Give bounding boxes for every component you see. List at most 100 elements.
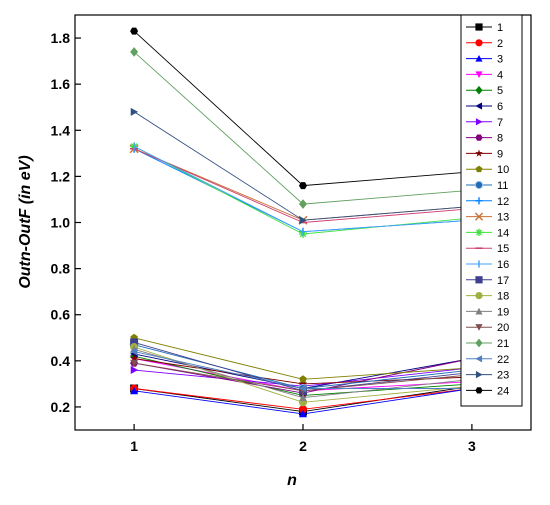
y-tick-label: 0.6 xyxy=(51,307,71,323)
legend-marker xyxy=(475,134,483,141)
data-point-21 xyxy=(130,47,139,57)
data-point-3 xyxy=(130,386,139,395)
legend-item-4: 4 xyxy=(466,69,503,81)
legend-item-19: 19 xyxy=(466,306,509,318)
series-line-21 xyxy=(133,51,472,205)
data-point-17 xyxy=(130,338,139,347)
legend-marker xyxy=(475,197,483,205)
data-point-10 xyxy=(299,375,307,383)
series-24 xyxy=(130,27,476,190)
legend-label: 10 xyxy=(497,164,509,176)
y-tick-label: 1.8 xyxy=(51,30,71,46)
legend-marker xyxy=(475,118,483,126)
data-point-2 xyxy=(299,405,307,414)
legend-label: 14 xyxy=(497,227,509,239)
data-point-21 xyxy=(299,199,307,209)
legend-label: 3 xyxy=(497,54,503,66)
legend-label: 20 xyxy=(497,322,509,334)
data-point-23 xyxy=(299,216,307,225)
legend-marker xyxy=(475,228,483,236)
legend-item-15: 15 xyxy=(466,243,509,255)
legend-marker xyxy=(475,102,483,110)
y-tick-label: 1.6 xyxy=(51,76,71,92)
legend-marker xyxy=(475,149,483,157)
legend-label: 11 xyxy=(497,180,508,192)
data-point-24 xyxy=(299,182,307,190)
legend-label: 23 xyxy=(497,370,509,382)
legend-item-10: 10 xyxy=(466,164,509,176)
legend-item-17: 17 xyxy=(466,275,509,287)
legend-marker xyxy=(475,307,483,315)
data-point-22 xyxy=(130,347,138,356)
legend-label: 7 xyxy=(497,117,503,129)
data-point-22 xyxy=(299,384,307,393)
legend-marker xyxy=(475,55,483,62)
legend-item-9: 9 xyxy=(466,148,503,160)
legend-item-22: 22 xyxy=(466,354,509,366)
legend-marker xyxy=(475,355,483,363)
series-line-24 xyxy=(133,30,472,187)
ticks-layer: 0.2 0.4 0.6 0.8 1.0 1.2 1.4 1.6 1.8 1 2 3 xyxy=(51,30,476,454)
legend-item-12: 12 xyxy=(466,196,509,208)
y-tick-label: 1.4 xyxy=(51,122,71,138)
legend-label: 17 xyxy=(497,275,509,287)
data-point-20 xyxy=(130,359,139,368)
data-point-19 xyxy=(299,393,307,402)
legend-label: 21 xyxy=(497,338,509,350)
legend-label: 1 xyxy=(497,22,503,34)
legend-label: 16 xyxy=(497,259,509,271)
y-tick-label: 1.0 xyxy=(51,215,71,231)
legend-item-2: 2 xyxy=(466,38,503,50)
legend-marker xyxy=(475,387,483,394)
legend-label: 13 xyxy=(497,212,509,224)
legend-item-21: 21 xyxy=(466,338,509,350)
legend-item-18: 18 xyxy=(466,291,509,303)
legend-item-16: 16 xyxy=(466,259,509,271)
legend-marker xyxy=(475,338,483,348)
x-tick-label: 3 xyxy=(468,438,476,454)
legend-marker xyxy=(475,165,483,173)
y-tick-label: 0.8 xyxy=(51,261,71,277)
y-tick-label: 0.2 xyxy=(51,399,71,415)
legend-label: 19 xyxy=(497,306,509,318)
legend-item-11: 11 xyxy=(466,180,508,192)
legend-label: 9 xyxy=(497,148,503,160)
legend-label: 8 xyxy=(497,133,503,145)
legend-item-7: 7 xyxy=(466,117,503,129)
legend-label: 18 xyxy=(497,291,509,303)
legend-marker xyxy=(474,180,484,190)
y-tick-label: 0.4 xyxy=(51,353,71,369)
legend-item-14: 14 xyxy=(466,227,509,239)
data-point-9 xyxy=(298,379,308,388)
legend-label: 5 xyxy=(497,85,503,97)
y-axis-label: Outn-OutF (in eV) xyxy=(17,155,34,288)
legend-label: 6 xyxy=(497,101,503,113)
legend-label: 4 xyxy=(497,69,503,81)
legend-marker xyxy=(475,71,483,78)
legend-marker xyxy=(475,85,483,95)
legend-item-23: 23 xyxy=(466,370,509,382)
legend-label: 12 xyxy=(497,196,509,208)
legend-marker xyxy=(475,39,483,47)
legend-marker xyxy=(475,276,483,284)
data-point-7 xyxy=(130,366,139,375)
legend-item-5: 5 xyxy=(466,85,503,97)
legend-marker xyxy=(474,212,484,221)
legend-marker xyxy=(475,23,483,31)
series-layer xyxy=(129,27,477,418)
legend-item-6: 6 xyxy=(466,101,503,113)
data-point-9 xyxy=(129,354,139,363)
data-point-23 xyxy=(130,107,139,116)
legend-marker xyxy=(475,324,483,331)
legend-label: 24 xyxy=(497,385,509,397)
legend-label: 2 xyxy=(497,38,503,50)
legend-label: 15 xyxy=(497,243,509,255)
legend-item-20: 20 xyxy=(466,322,509,334)
x-axis-label: n xyxy=(287,472,297,489)
legend-box xyxy=(460,14,523,407)
legend-item-13: 13 xyxy=(466,212,509,224)
legend-item-1: 1 xyxy=(466,22,503,34)
x-tick-label: 1 xyxy=(130,438,138,454)
legend-item-8: 8 xyxy=(466,133,503,145)
